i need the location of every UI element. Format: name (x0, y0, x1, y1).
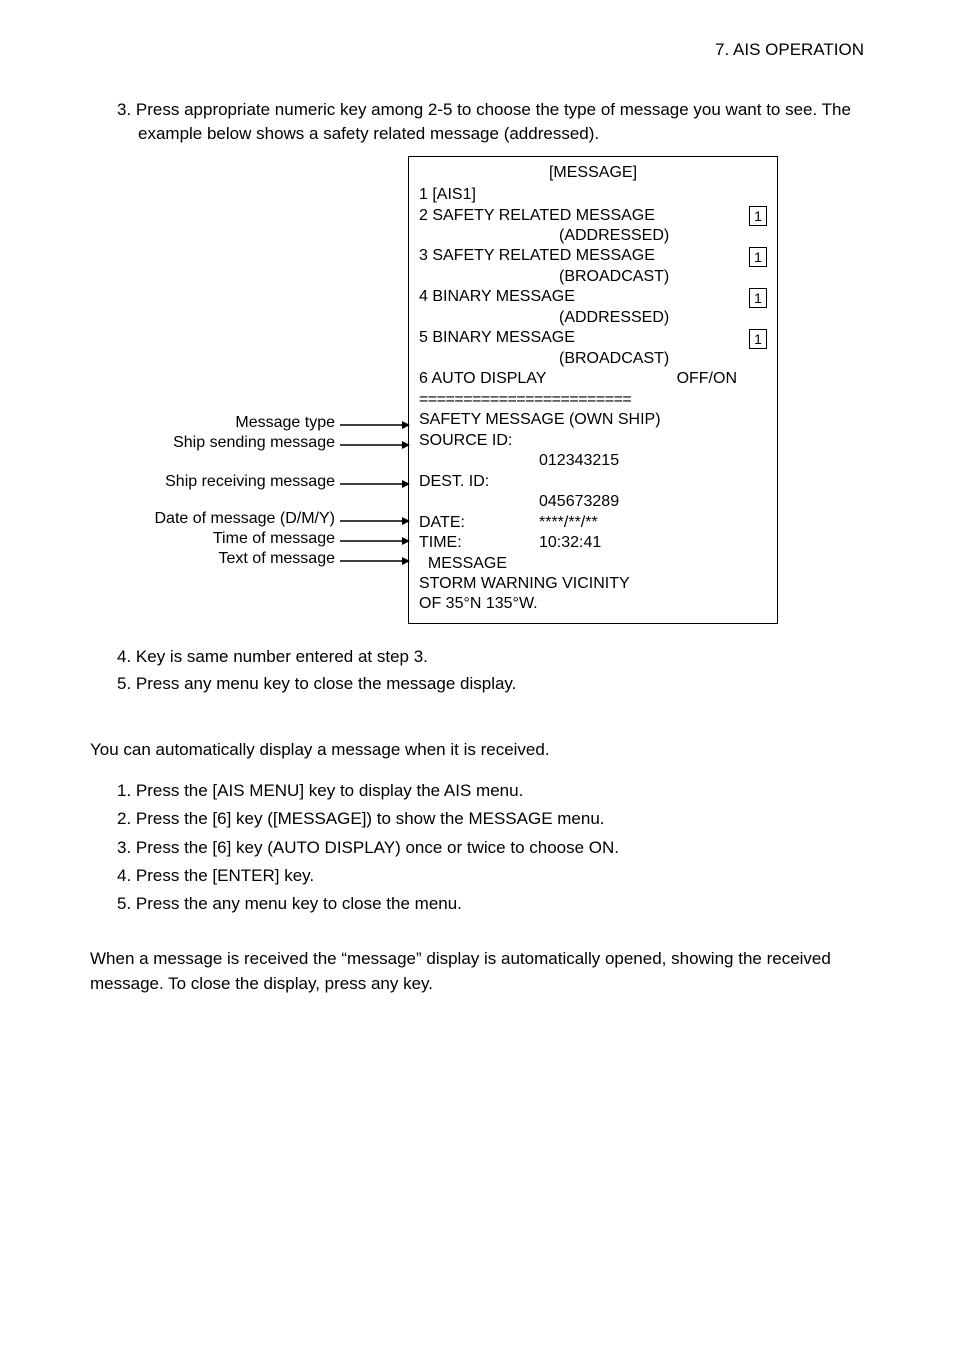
item3-count: 1 (749, 247, 767, 267)
item5-text: 5 BINARY MESSAGE (419, 328, 575, 348)
item5-count: 1 (749, 329, 767, 349)
item4-text: 4 BINARY MESSAGE (419, 287, 575, 307)
display-source-label: SOURCE ID: (419, 431, 767, 451)
paragraph-auto-display: You can automatically display a message … (90, 737, 864, 763)
time-val: 10:32:41 (539, 533, 601, 553)
display-box: [MESSAGE] 1 [AIS1] 2 SAFETY RELATED MESS… (408, 156, 778, 624)
date-val: ****/**/** (539, 513, 598, 533)
display-dest-val: 045673289 (419, 492, 767, 512)
item3-sub: (BROADCAST) (419, 267, 767, 287)
item4-count: 1 (749, 288, 767, 308)
display-item-5: 5 BINARY MESSAGE 1 (419, 328, 767, 348)
label-time: Time of message (90, 530, 335, 548)
page: 7. AIS OPERATION 3. Press appropriate nu… (0, 0, 954, 1073)
display-msg-body2: OF 35°N 135°W. (419, 594, 767, 614)
display-line-1: 1 [AIS1] (419, 185, 767, 205)
proc-step-2: 2. Press the [6] key ([MESSAGE]) to show… (90, 806, 864, 832)
label-date: Date of message (D/M/Y) (90, 510, 335, 528)
item2-count: 1 (749, 206, 767, 226)
time-label: TIME: (419, 533, 539, 553)
label-text: Text of message (90, 550, 335, 568)
arrow-icon (340, 420, 410, 430)
display-date-row: DATE: ****/**/** (419, 513, 767, 533)
item4-sub: (ADDRESSED) (419, 308, 767, 328)
step-5-text: 5. Press any menu key to close the messa… (90, 671, 864, 697)
proc-step-5: 5. Press the any menu key to close the m… (90, 891, 864, 917)
display-msgtype: SAFETY MESSAGE (OWN SHIP) (419, 410, 767, 430)
arrow-icon (340, 440, 410, 450)
arrow-icon (340, 479, 410, 489)
page-header: 7. AIS OPERATION (90, 40, 864, 60)
arrow-icon (340, 536, 410, 546)
proc-step-3: 3. Press the [6] key (AUTO DISPLAY) once… (90, 835, 864, 861)
item5-sub: (BROADCAST) (419, 349, 767, 369)
paragraph-received: When a message is received the “message”… (90, 946, 864, 997)
display-time-row: TIME: 10:32:41 (419, 533, 767, 553)
step-3-text: 3. Press appropriate numeric key among 2… (90, 98, 864, 146)
item6-right: OFF/ON (677, 369, 767, 389)
display-title: [MESSAGE] (419, 163, 767, 183)
display-item-4: 4 BINARY MESSAGE 1 (419, 287, 767, 307)
display-item-3: 3 SAFETY RELATED MESSAGE 1 (419, 246, 767, 266)
date-label: DATE: (419, 513, 539, 533)
display-dest-label: DEST. ID: (419, 472, 767, 492)
display-item-6: 6 AUTO DISPLAY OFF/ON (419, 369, 767, 389)
display-msg-head: MESSAGE (419, 554, 767, 574)
item2-sub: (ADDRESSED) (419, 226, 767, 246)
message-display-figure: [MESSAGE] 1 [AIS1] 2 SAFETY RELATED MESS… (90, 156, 864, 608)
item2-text: 2 SAFETY RELATED MESSAGE (419, 206, 655, 226)
display-divider: ======================== (419, 390, 767, 410)
arrow-icon (340, 516, 410, 526)
arrow-icon (340, 556, 410, 566)
step-4-text: 4. Key is same number entered at step 3. (90, 644, 864, 670)
display-source-val: 012343215 (419, 451, 767, 471)
item3-text: 3 SAFETY RELATED MESSAGE (419, 246, 655, 266)
display-item-2: 2 SAFETY RELATED MESSAGE 1 (419, 206, 767, 226)
display-msg-body1: STORM WARNING VICINITY (419, 574, 767, 594)
item6-left: 6 AUTO DISPLAY (419, 369, 546, 389)
label-ship-sending: Ship sending message (90, 434, 335, 452)
label-message-type: Message type (90, 414, 335, 432)
proc-step-1: 1. Press the [AIS MENU] key to display t… (90, 778, 864, 804)
proc-step-4: 4. Press the [ENTER] key. (90, 863, 864, 889)
label-ship-receiving: Ship receiving message (90, 473, 335, 491)
